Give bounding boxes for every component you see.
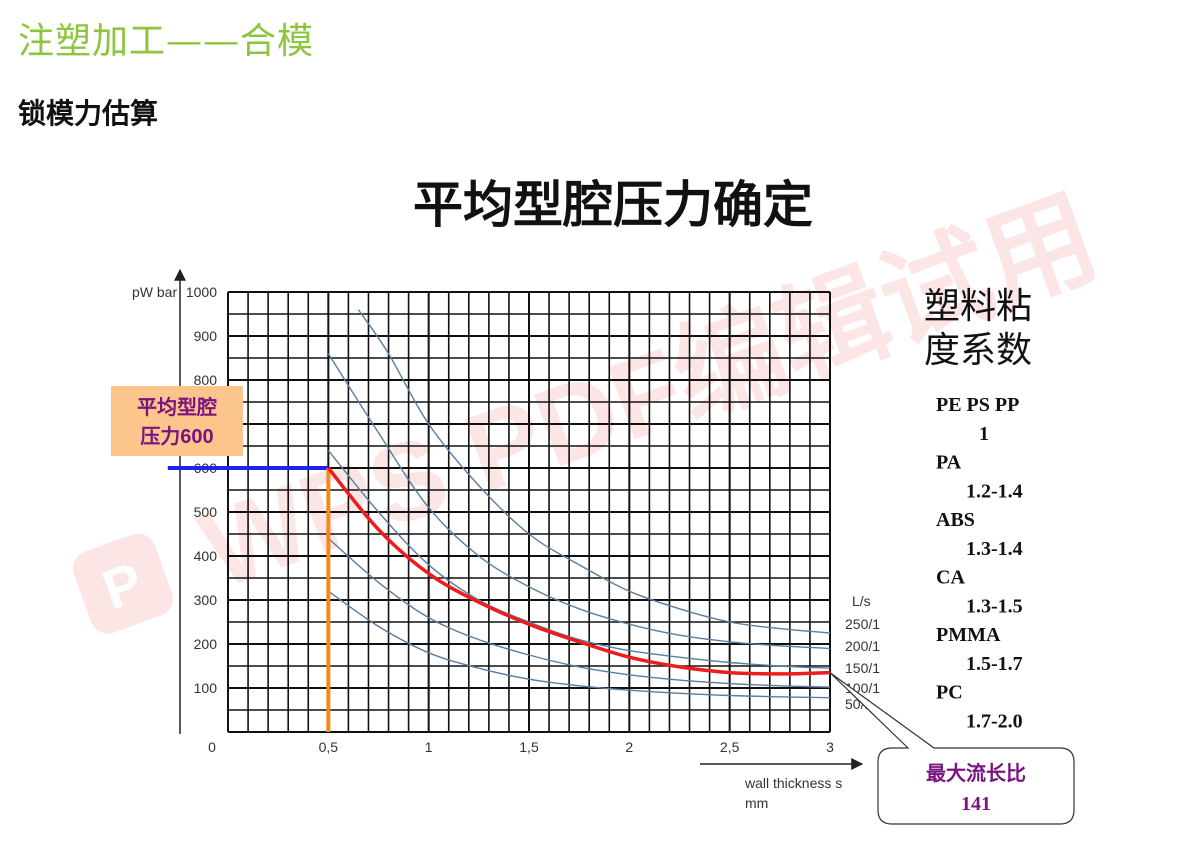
y-axis-label: pW bar bbox=[132, 284, 177, 300]
viscosity-value: 1.5-1.7 bbox=[966, 653, 1023, 675]
x-tick-label: 1,5 bbox=[519, 739, 539, 755]
series-line bbox=[327, 449, 831, 669]
flow-ratio-callout-box bbox=[829, 672, 1075, 825]
flow-ratio-line1: 最大流长比 bbox=[926, 761, 1026, 785]
viscosity-material: PMMA bbox=[936, 624, 1001, 646]
flow-ratio-callout: 最大流长比 141 bbox=[829, 672, 1075, 825]
y-tick-label: 900 bbox=[194, 328, 218, 344]
tick-labels: 100200300400500600700800900100000,511,52… bbox=[186, 284, 834, 755]
viscosity-value: 1.7-2.0 bbox=[966, 711, 1023, 733]
viscosity-panel: 塑料粘 度系数 PE PS PP1PA1.2-1.4ABS1.3-1.4CA1.… bbox=[924, 286, 1032, 733]
viscosity-material: ABS bbox=[936, 509, 975, 531]
reference-lines bbox=[167, 466, 331, 732]
grid bbox=[227, 291, 831, 733]
viscosity-title-line2: 度系数 bbox=[924, 330, 1032, 370]
viscosity-title-line1: 塑料粘 bbox=[924, 286, 1032, 326]
x-tick-label: 1 bbox=[425, 739, 433, 755]
x-tick-label: 0,5 bbox=[319, 739, 339, 755]
y-tick-label: 300 bbox=[194, 592, 218, 608]
pressure-annotation-line1: 平均型腔 bbox=[137, 395, 217, 419]
pressure-annotation-line2: 压力600 bbox=[140, 425, 213, 448]
viscosity-material: PC bbox=[936, 682, 963, 704]
ls-title: L/s bbox=[852, 593, 871, 609]
viscosity-value: 1.3-1.4 bbox=[966, 538, 1023, 560]
viscosity-material: PA bbox=[936, 452, 962, 474]
series-line bbox=[327, 590, 831, 699]
chart-title: 平均型腔压力确定 bbox=[413, 177, 813, 233]
y-tick-label: 100 bbox=[194, 680, 218, 696]
viscosity-value: 1.3-1.5 bbox=[966, 596, 1023, 618]
x-tick-label: 2 bbox=[625, 739, 633, 755]
ls-label: 200/1 bbox=[845, 638, 880, 654]
viscosity-material: PE PS PP bbox=[936, 394, 1019, 416]
x-axis-label: wall thickness s bbox=[744, 775, 842, 791]
series-line bbox=[327, 353, 831, 650]
y-tick-label: 500 bbox=[194, 504, 218, 520]
y-tick-label: 800 bbox=[194, 372, 218, 388]
pressure-annotation: 平均型腔 压力600 bbox=[111, 386, 243, 456]
x-tick-label: 0 bbox=[208, 739, 216, 755]
y-tick-label: 200 bbox=[194, 636, 218, 652]
series-line bbox=[327, 537, 831, 688]
wps-logo-icon bbox=[72, 533, 174, 634]
flow-ratio-line2: 141 bbox=[961, 793, 991, 815]
viscosity-value: 1 bbox=[979, 423, 989, 445]
x-tick-label: 2,5 bbox=[720, 739, 740, 755]
page-subtitle: 锁模力估算 bbox=[18, 97, 159, 130]
x-tick-label: 3 bbox=[826, 739, 834, 755]
series-line bbox=[357, 309, 831, 634]
page-title: 注塑加工——合模 bbox=[18, 21, 315, 62]
axes bbox=[174, 268, 864, 770]
series bbox=[327, 309, 831, 699]
highlight-curve bbox=[326, 466, 831, 676]
ls-label: 250/1 bbox=[845, 616, 880, 632]
viscosity-value: 1.2-1.4 bbox=[966, 481, 1023, 503]
viscosity-material: CA bbox=[936, 567, 965, 589]
pressure-annotation-box bbox=[111, 386, 243, 456]
ls-label: 150/1 bbox=[845, 660, 880, 676]
y-tick-label: 1000 bbox=[186, 284, 217, 300]
x-axis-unit: mm bbox=[745, 795, 768, 811]
y-tick-label: 400 bbox=[194, 548, 218, 564]
